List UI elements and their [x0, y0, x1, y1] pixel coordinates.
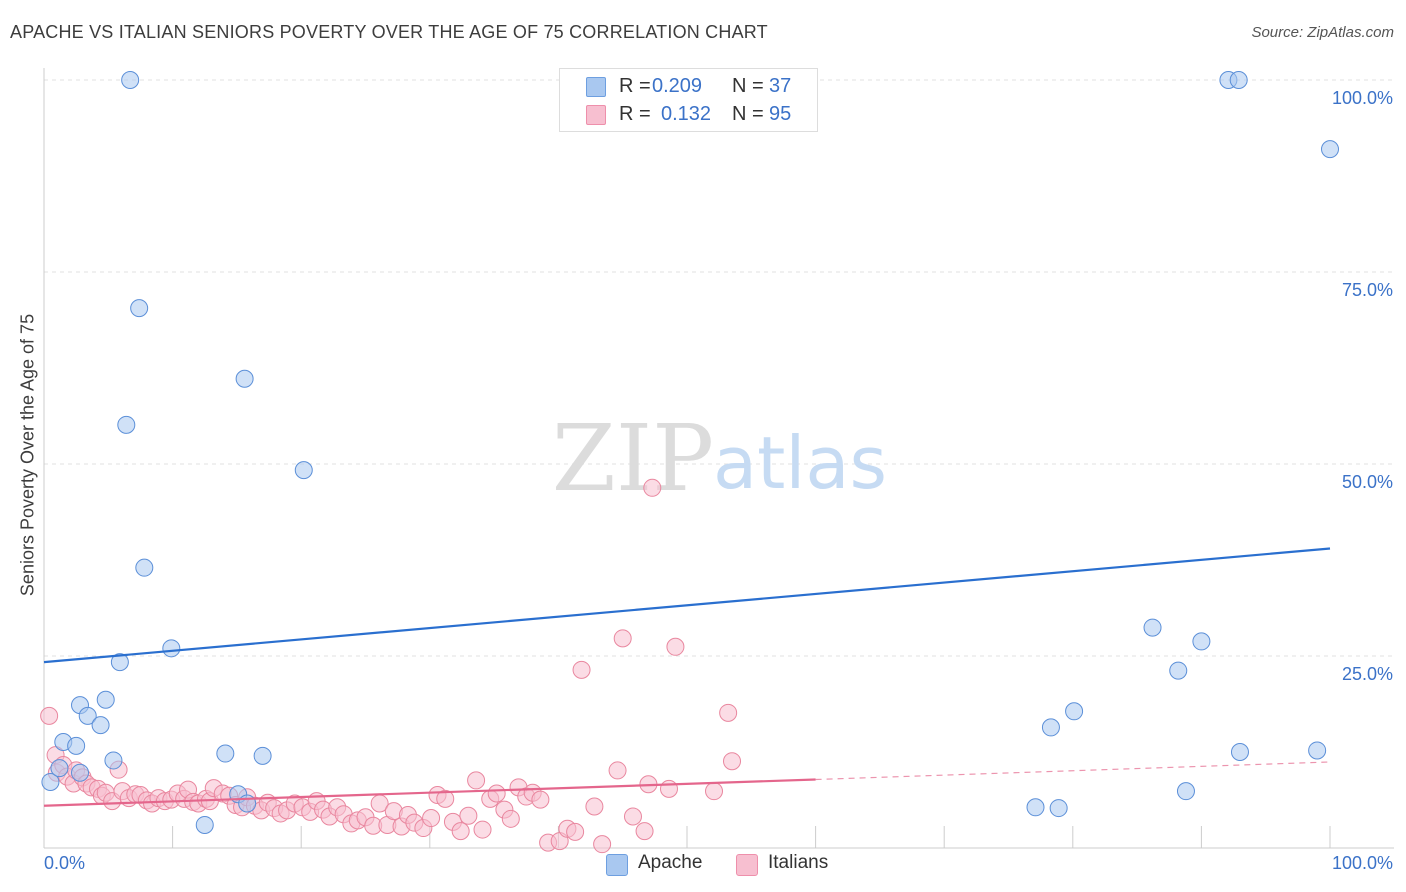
- italians-point: [623, 807, 642, 826]
- legend-r-label: R =: [619, 103, 651, 125]
- legend-n-value-apache: 37: [769, 75, 792, 97]
- apache-point: [162, 639, 181, 658]
- apache-point: [1321, 140, 1339, 159]
- italians-point: [501, 809, 520, 828]
- apache-point: [1065, 702, 1084, 721]
- chart-title: APACHE VS ITALIAN SENIORS POVERTY OVER T…: [10, 22, 768, 42]
- italians-trend-line-extension: [815, 761, 1331, 781]
- legend-swatch-italians: [586, 105, 606, 125]
- apache-point: [1308, 741, 1327, 760]
- apache-point: [253, 746, 272, 765]
- legend-stats: R = 0.209 N = 37 R = 0.132 N = 95: [559, 68, 818, 132]
- legend-r-label: R =: [619, 75, 651, 97]
- y-tick-label: 75.0%: [1342, 280, 1393, 300]
- apache-point: [1026, 798, 1045, 817]
- trend-lines: [43, 547, 1331, 807]
- apache-point: [1230, 743, 1249, 761]
- apache-point: [1049, 799, 1068, 818]
- legend-swatch-apache: [606, 854, 628, 876]
- series-italians: [40, 478, 742, 854]
- apache-point: [238, 794, 257, 813]
- apache-point: [135, 558, 154, 577]
- legend-label-apache: Apache: [638, 852, 703, 873]
- apache-point: [71, 763, 90, 782]
- series-apache: [41, 71, 1339, 834]
- italians-point: [643, 478, 662, 497]
- italians-point: [459, 806, 478, 825]
- watermark-zip: ZIP: [552, 405, 714, 512]
- source-credit: Source: ZipAtlas.com: [1251, 24, 1394, 41]
- apache-point: [1192, 632, 1211, 651]
- legend-r-value-apache: 0.209: [652, 75, 703, 97]
- apache-point: [1229, 71, 1248, 89]
- apache-point: [235, 369, 254, 388]
- italians-point: [666, 637, 685, 656]
- apache-point: [117, 415, 136, 434]
- apache-point: [1041, 718, 1060, 737]
- y-tick-label: 100.0%: [1332, 88, 1393, 108]
- apache-point: [1169, 661, 1188, 680]
- italians-point: [585, 797, 604, 816]
- italians-trend-line: [43, 778, 816, 807]
- apache-point: [216, 744, 235, 763]
- italians-point: [613, 629, 632, 648]
- italians-point: [487, 784, 506, 803]
- x-tick-label: 0.0%: [44, 853, 85, 873]
- apache-point: [104, 751, 123, 770]
- apache-point: [78, 706, 97, 725]
- italians-point: [593, 835, 612, 854]
- apache-point: [67, 736, 86, 755]
- watermark-atlas: atlas: [713, 421, 887, 505]
- apache-point: [1176, 782, 1195, 801]
- gridlines: [44, 79, 1394, 657]
- apache-point: [96, 690, 115, 709]
- italians-point: [608, 761, 627, 780]
- italians-point: [635, 822, 654, 841]
- y-tick-label: 25.0%: [1342, 664, 1393, 684]
- apache-point: [91, 716, 110, 735]
- italians-point: [451, 822, 470, 841]
- apache-point: [110, 653, 129, 672]
- apache-point: [294, 461, 313, 480]
- italians-point: [719, 703, 738, 722]
- apache-point: [195, 815, 214, 834]
- italians-point: [40, 706, 59, 725]
- legend-r-value-italians: 0.132: [661, 103, 712, 125]
- italians-point: [422, 809, 441, 828]
- italians-point: [473, 820, 492, 839]
- italians-point: [705, 782, 724, 801]
- apache-trend-line: [43, 547, 1331, 664]
- italians-point: [436, 789, 455, 808]
- italians-point: [659, 779, 678, 798]
- italians-point: [531, 790, 550, 809]
- italians-point: [566, 822, 585, 841]
- italians-point: [467, 771, 486, 790]
- italians-point: [572, 660, 591, 679]
- legend-swatch-apache: [586, 77, 606, 97]
- legend-swatch-italians: [736, 854, 758, 876]
- legend-label-italians: Italians: [768, 852, 829, 873]
- y-tick-label: 50.0%: [1342, 472, 1393, 492]
- italians-point: [723, 752, 742, 771]
- legend-n-label: N =: [732, 103, 764, 125]
- legend-n-label: N =: [732, 75, 764, 97]
- apache-point: [130, 299, 149, 318]
- watermark: ZIP atlas: [552, 405, 887, 512]
- apache-point: [121, 71, 140, 89]
- legend-n-value-italians: 95: [769, 103, 792, 125]
- apache-point: [1143, 618, 1162, 637]
- y-tick-labels: 25.0% 50.0% 75.0% 100.0%: [1332, 88, 1393, 684]
- apache-point: [50, 759, 69, 778]
- apache-point: [41, 772, 60, 791]
- x-tick-labels: 0.0% 100.0%: [44, 853, 1393, 873]
- x-tick-label: 100.0%: [1332, 853, 1393, 873]
